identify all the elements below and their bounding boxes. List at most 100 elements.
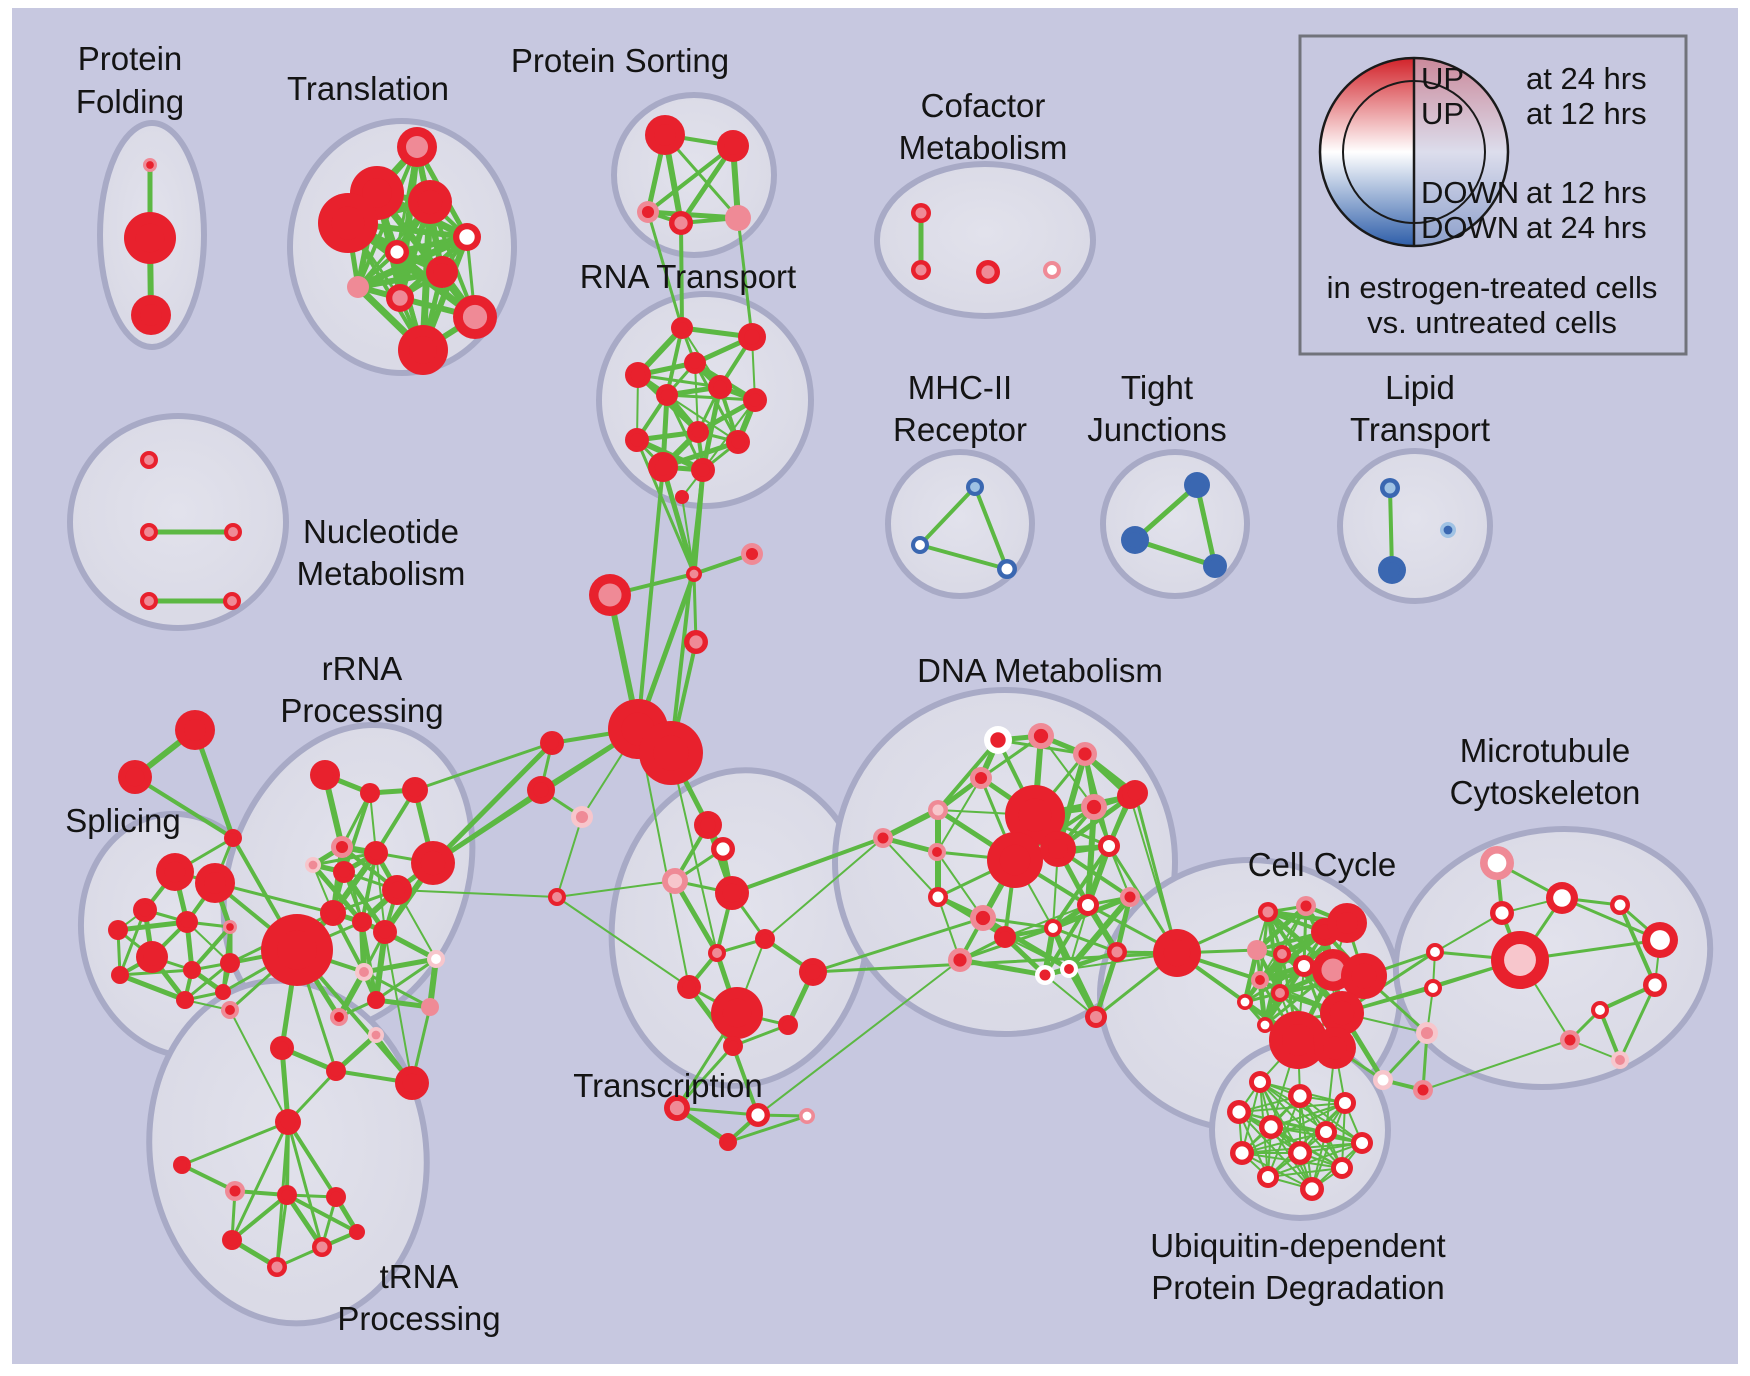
node-inner-12h — [281, 1189, 293, 1201]
cluster-mt-label-line1: Microtubule — [1460, 732, 1631, 769]
legend-footnote-line1: in estrogen-treated cells — [1327, 270, 1658, 305]
node-tl10 — [453, 295, 497, 339]
node-inner-12h — [1650, 930, 1670, 950]
cluster-sp-label-line1: Splicing — [65, 802, 181, 839]
edge — [675, 1106, 760, 1117]
edge — [1618, 983, 1657, 1062]
node-inner-12h — [1428, 983, 1438, 993]
legend-right-half-wash — [1414, 56, 1512, 248]
node-inner-12h — [1208, 559, 1222, 573]
node-tl7 — [426, 256, 458, 288]
node-ccB — [1153, 929, 1201, 977]
node-inner-12h — [1595, 1005, 1605, 1015]
edge — [190, 925, 232, 972]
node-inner-12h — [1323, 1036, 1347, 1060]
node-sp15 — [224, 829, 242, 847]
node-mt4 — [1491, 931, 1549, 989]
node-rt8 — [687, 421, 709, 443]
node-inner-12h — [180, 995, 190, 1005]
node-inner-12h — [1102, 839, 1116, 853]
node-inner-12h — [280, 1114, 296, 1130]
node-inner-12h — [1253, 1075, 1267, 1089]
node-dm21 — [1040, 831, 1076, 867]
node-cf1 — [911, 203, 931, 223]
node-inner-12h — [1086, 799, 1102, 815]
node-dm19 — [1035, 965, 1055, 985]
node-inner-12h — [164, 861, 186, 883]
edge — [1618, 903, 1657, 987]
edge — [1004, 904, 1089, 938]
node-sp5 — [223, 920, 237, 934]
node-inner-12h — [1064, 964, 1074, 974]
node-mt1 — [1480, 846, 1514, 880]
legend-time-4: at 24 hrs — [1526, 210, 1647, 245]
edge — [556, 816, 583, 898]
edge — [284, 1192, 325, 1250]
node-tn5 — [395, 1066, 429, 1100]
node-ub5 — [1259, 1115, 1283, 1139]
node-inner-12h — [371, 995, 381, 1005]
node-cf2 — [911, 260, 931, 280]
node-inner-12h — [187, 965, 197, 975]
node-inner-12h — [1305, 1182, 1319, 1196]
node-inner-12h — [1297, 959, 1311, 973]
node-mt12 — [1611, 1051, 1629, 1069]
cluster-lt-label-line2: Transport — [1350, 411, 1490, 448]
edge — [757, 959, 961, 1116]
edge — [636, 373, 722, 389]
node-tx1 — [694, 811, 722, 839]
node-rt12 — [691, 458, 715, 482]
node-sp6 — [136, 941, 168, 973]
node-ub10 — [1331, 1157, 1353, 1179]
node-dm8 — [873, 828, 893, 848]
node-dm26 — [1085, 1006, 1107, 1028]
node-ub11 — [1257, 1166, 1279, 1188]
cluster-cf-label-line2: Metabolism — [899, 129, 1068, 166]
node-inner-12h — [425, 1002, 435, 1012]
edge — [736, 216, 754, 339]
edge — [1267, 1167, 1343, 1178]
node-inner-12h — [1089, 1010, 1103, 1024]
node-rt4 — [625, 362, 651, 388]
legend-word-1: UP — [1421, 61, 1464, 96]
node-inner-12h — [700, 817, 716, 833]
node-tn6 — [368, 1027, 384, 1043]
node-inner-12h — [696, 463, 710, 477]
node-inner-12h — [407, 782, 423, 798]
edge — [413, 741, 554, 792]
node-dm14 — [970, 905, 996, 931]
node-inner-12h — [981, 265, 995, 279]
node-dm16 — [1044, 919, 1062, 937]
edge — [1267, 1142, 1363, 1178]
edge — [675, 1044, 735, 1110]
node-inner-12h — [1033, 728, 1049, 744]
node-inner-12h — [1048, 839, 1068, 859]
edge — [646, 210, 684, 330]
node-inner-12h — [1235, 1146, 1249, 1160]
node-inner-12h — [271, 1261, 283, 1273]
edge — [670, 752, 718, 954]
node-inner-12h — [331, 206, 365, 240]
node-inner-12h — [630, 433, 644, 447]
node-tnH — [275, 1109, 301, 1135]
cluster-mh-label-line1: MHC-II — [908, 369, 1012, 406]
legend-time-1: at 24 hrs — [1526, 61, 1647, 96]
node-cc14 — [1320, 991, 1364, 1035]
node-tx8 — [677, 975, 701, 999]
node-tn11 — [312, 1237, 332, 1257]
node-inner-12h — [691, 425, 705, 439]
node-inner-12h — [970, 482, 980, 492]
node-inner-12h — [689, 635, 703, 649]
node-inner-12h — [1319, 1125, 1333, 1139]
node-cc19 — [1373, 1070, 1393, 1090]
node-ub8 — [1230, 1141, 1254, 1165]
node-dm13 — [928, 887, 948, 907]
edge — [1044, 974, 1097, 1018]
edge — [1267, 1102, 1346, 1178]
node-tl5 — [453, 223, 481, 251]
node-inner-12h — [712, 948, 722, 958]
node-ch3 — [741, 543, 763, 565]
node-inner-12h — [1443, 525, 1453, 535]
